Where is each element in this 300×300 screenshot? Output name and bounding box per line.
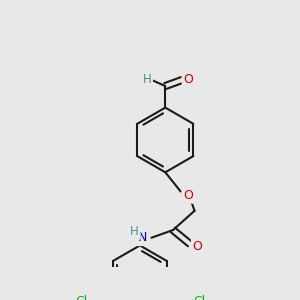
Text: O: O bbox=[184, 189, 193, 202]
Text: Cl: Cl bbox=[193, 295, 205, 300]
Text: O: O bbox=[193, 240, 202, 253]
Text: H: H bbox=[130, 225, 139, 238]
Text: N: N bbox=[137, 231, 147, 244]
Text: Cl: Cl bbox=[75, 295, 87, 300]
Text: H: H bbox=[142, 74, 151, 86]
Text: O: O bbox=[184, 74, 193, 86]
